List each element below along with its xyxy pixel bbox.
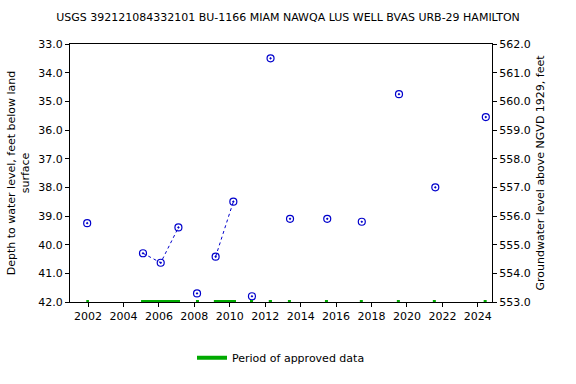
svg-text:36.0: 36.0 bbox=[38, 124, 63, 137]
svg-text:2012: 2012 bbox=[251, 310, 279, 323]
svg-text:2022: 2022 bbox=[428, 310, 456, 323]
svg-text:2008: 2008 bbox=[180, 310, 208, 323]
svg-text:562.0: 562.0 bbox=[499, 38, 531, 51]
svg-text:559.0: 559.0 bbox=[499, 124, 531, 137]
svg-text:USGS 392121084332101 BU-1166 M: USGS 392121084332101 BU-1166 MIAM NAWQA … bbox=[56, 11, 520, 24]
svg-text:555.0: 555.0 bbox=[499, 239, 531, 252]
svg-text:556.0: 556.0 bbox=[499, 210, 531, 223]
svg-text:39.0: 39.0 bbox=[38, 210, 63, 223]
svg-text:Groundwater level above NGVD 1: Groundwater level above NGVD 1929, feet bbox=[534, 55, 547, 291]
svg-text:558.0: 558.0 bbox=[499, 153, 531, 166]
svg-text:42.0: 42.0 bbox=[38, 296, 63, 309]
svg-text:557.0: 557.0 bbox=[499, 181, 531, 194]
svg-text:554.0: 554.0 bbox=[499, 267, 531, 280]
svg-text:2010: 2010 bbox=[216, 310, 244, 323]
svg-text:37.0: 37.0 bbox=[38, 153, 63, 166]
svg-text:2004: 2004 bbox=[110, 310, 138, 323]
svg-text:41.0: 41.0 bbox=[38, 267, 63, 280]
svg-text:2006: 2006 bbox=[145, 310, 173, 323]
svg-text:2016: 2016 bbox=[322, 310, 350, 323]
svg-text:40.0: 40.0 bbox=[38, 239, 63, 252]
svg-text:35.0: 35.0 bbox=[38, 95, 63, 108]
svg-text:560.0: 560.0 bbox=[499, 95, 531, 108]
svg-text:2020: 2020 bbox=[393, 310, 421, 323]
svg-text:33.0: 33.0 bbox=[38, 38, 63, 51]
svg-text:Depth to water level, feet bel: Depth to water level, feet below landsur… bbox=[5, 71, 32, 276]
svg-text:553.0: 553.0 bbox=[499, 296, 531, 309]
svg-text:561.0: 561.0 bbox=[499, 67, 531, 80]
svg-text:2014: 2014 bbox=[287, 310, 315, 323]
svg-text:2018: 2018 bbox=[358, 310, 386, 323]
svg-text:2002: 2002 bbox=[74, 310, 102, 323]
svg-text:2024: 2024 bbox=[464, 310, 492, 323]
svg-text:Period of approved data: Period of approved data bbox=[232, 352, 364, 365]
svg-text:38.0: 38.0 bbox=[38, 181, 63, 194]
svg-text:34.0: 34.0 bbox=[38, 67, 63, 80]
